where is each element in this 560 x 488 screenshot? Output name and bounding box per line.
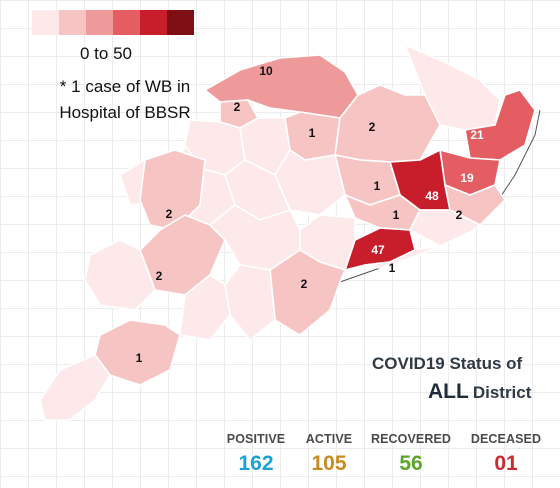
stat-positive: POSITIVE 162 [220,432,292,476]
legend-swatch-4 [113,10,140,35]
stat-deceased-label: DECEASED [470,432,542,446]
legend-swatch-3 [86,10,113,35]
label-dhenkanal: 1 [374,179,381,193]
stat-active-label: ACTIVE [305,432,353,446]
district-kandhamal[interactable] [209,204,301,271]
district-puri[interactable] [364,245,441,269]
label-jharsuguda: 2 [234,100,241,114]
district-ganjam[interactable] [269,249,346,336]
district-angul[interactable] [274,149,346,216]
label-cuttack: 1 [393,208,400,222]
label-jajpur: 48 [425,189,439,203]
legend-note: * 1 case of WB in Hospital of BBSR [59,77,191,122]
label-bargarh-west: 2 [166,207,173,221]
stat-recovered: RECOVERED 56 [366,432,456,476]
label-koraput: 1 [136,351,143,365]
stats-panel: POSITIVE 162 ACTIVE 105 RECOVERED 56 DEC… [220,432,550,482]
label-deogarh: 1 [309,126,316,140]
district-nabarangpur[interactable] [84,239,156,311]
stat-recovered-label: RECOVERED [370,432,452,446]
stat-positive-value: 162 [238,452,274,475]
status-subtitle-emphasis: ALL [428,380,469,403]
legend-swatch-2 [59,10,86,35]
label-sundargarh: 10 [259,64,273,78]
label-balasore: 21 [470,128,484,142]
status-subtitle: ALL District [428,380,531,404]
label-bhadrak: 19 [460,171,474,185]
stat-recovered-value: 56 [399,452,423,475]
legend-swatch-6 [167,10,194,35]
stat-deceased-value: 01 [494,452,518,475]
stat-positive-label: POSITIVE [226,432,286,446]
district-gajapati[interactable] [224,264,276,341]
status-title: COVID19 Status of [372,354,523,373]
label-puri: 1 [389,261,396,275]
label-kendrapara: 2 [456,208,463,222]
color-scale-legend [32,10,194,35]
label-ganjam: 2 [301,277,308,291]
label-khurda: 47 [371,243,385,257]
label-kalahandi: 2 [156,269,163,283]
stat-deceased: DECEASED 01 [464,432,548,476]
stat-active: ACTIVE 105 [300,432,358,476]
legend-swatch-5 [140,10,167,35]
legend-swatch-1 [32,10,59,35]
legend-range-label: 0 to 50 [80,44,132,63]
district-malkangiri[interactable] [39,354,111,421]
status-subtitle-rest: District [472,383,532,402]
label-keonjhar: 2 [369,120,376,134]
stat-active-value: 105 [311,452,347,475]
